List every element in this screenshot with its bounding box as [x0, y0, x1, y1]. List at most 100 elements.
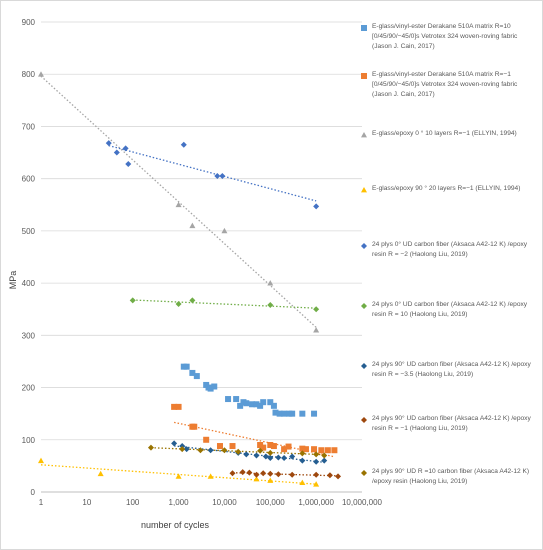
- data-point: [189, 369, 196, 376]
- data-point: [253, 401, 260, 408]
- data-point: [211, 383, 218, 390]
- legend-marker: [361, 417, 367, 423]
- tick-labels: 0 100 200 300 400 500 600 700 800 900 1 10 100 1,000 1…: [22, 18, 383, 507]
- legend-marker: [361, 25, 367, 31]
- data-point: [313, 327, 320, 333]
- data-point: [171, 440, 178, 447]
- data-point: [175, 403, 182, 410]
- data-point: [257, 447, 264, 454]
- legend-marker: [361, 243, 367, 249]
- data-point: [321, 452, 328, 459]
- data-point: [189, 222, 196, 229]
- data-point: [281, 446, 288, 453]
- data-point: [335, 473, 342, 480]
- data-point: [311, 446, 318, 453]
- y-tick-label: 900: [22, 18, 36, 27]
- data-point: [253, 471, 260, 478]
- data-point: [313, 481, 320, 487]
- x-tick-label: 100,000: [256, 498, 285, 507]
- data-point: [267, 302, 274, 309]
- data-point: [285, 443, 292, 450]
- data-point: [233, 396, 240, 403]
- data-point: [197, 447, 204, 454]
- data-point: [97, 470, 104, 477]
- data-point: [267, 455, 274, 462]
- data-point: [281, 410, 288, 417]
- data-point: [257, 402, 264, 409]
- data-point: [171, 403, 178, 410]
- legend-marker: [361, 132, 367, 138]
- data-point: [313, 471, 320, 478]
- data-point: [183, 446, 190, 453]
- data-point: [216, 443, 223, 450]
- data-point: [113, 149, 120, 156]
- data-point: [267, 449, 274, 456]
- data-point: [175, 301, 182, 307]
- data-point: [221, 227, 228, 234]
- data-point: [246, 469, 253, 476]
- data-point: [313, 458, 320, 465]
- legend-marker: [361, 187, 367, 193]
- data-point: [253, 452, 260, 459]
- data-point: [180, 141, 187, 148]
- data-point: [299, 445, 306, 452]
- y-tick-label: 500: [22, 227, 36, 236]
- data-point: [331, 447, 338, 454]
- data-point: [267, 477, 274, 483]
- legend-label: E-glass/vinyl-ester Derakane 510A matrix…: [372, 71, 518, 98]
- data-point: [229, 470, 236, 477]
- data-point: [214, 173, 221, 180]
- data-point: [260, 399, 267, 406]
- data-point: [275, 454, 282, 461]
- data-point: [299, 457, 306, 464]
- y-tick-label: 200: [22, 384, 36, 393]
- legend-label: 24 plys 0° UD carbon fiber (Aksaca A42-1…: [372, 301, 528, 318]
- x-tick-label: 100: [126, 498, 140, 507]
- data-point: [243, 400, 250, 407]
- data-point: [289, 471, 296, 478]
- data-point: [203, 436, 210, 443]
- data-points: [38, 71, 342, 487]
- y-tick-label: 800: [22, 70, 36, 79]
- data-point: [249, 401, 256, 408]
- data-point: [326, 472, 333, 479]
- data-point: [179, 446, 186, 453]
- data-point: [270, 402, 277, 409]
- data-point: [267, 280, 274, 286]
- data-point: [129, 297, 136, 304]
- data-point: [183, 363, 190, 370]
- legend-label: 24 plys 90° UD carbon fiber (Aksaca A42-…: [372, 415, 531, 432]
- data-point: [38, 71, 44, 77]
- x-tick-label: 1,000,000: [298, 498, 334, 507]
- data-point: [105, 140, 112, 147]
- data-point: [302, 446, 309, 453]
- data-point: [262, 453, 269, 460]
- data-point: [253, 475, 260, 482]
- data-point: [313, 306, 320, 313]
- data-point: [299, 450, 306, 457]
- x-tick-label: 1,000: [169, 498, 190, 507]
- x-tick-label: 1: [39, 498, 44, 507]
- legend-label: 24 plys 90° UD R =10 carbon fiber (Aksac…: [372, 468, 530, 485]
- legend-marker: [361, 303, 367, 309]
- data-point: [122, 145, 129, 152]
- data-point: [276, 410, 283, 417]
- x-tick-label: 10,000,000: [342, 498, 383, 507]
- data-point: [175, 473, 182, 479]
- trendline: [108, 144, 317, 202]
- data-point: [207, 385, 214, 392]
- legend-marker: [361, 363, 367, 369]
- legend-label: 24 plys 90° UD carbon fiber (Aksaca A42-…: [372, 361, 531, 378]
- y-tick-label: 600: [22, 175, 36, 184]
- data-point: [324, 447, 331, 454]
- data-point: [239, 469, 246, 476]
- trendlines: [40, 75, 339, 485]
- data-point: [311, 410, 318, 417]
- legend-label: E-glass/epoxy 90 ° 20 layers R=−1 (ELLYI…: [372, 185, 521, 192]
- data-point: [235, 448, 242, 455]
- y-tick-label: 400: [22, 279, 36, 288]
- y-tick-label: 0: [31, 488, 36, 497]
- data-point: [321, 457, 328, 464]
- legend-label: E-glass/epoxy 0 ° 10 layers R=−1 (ELLYIN…: [372, 130, 517, 137]
- data-point: [299, 479, 306, 485]
